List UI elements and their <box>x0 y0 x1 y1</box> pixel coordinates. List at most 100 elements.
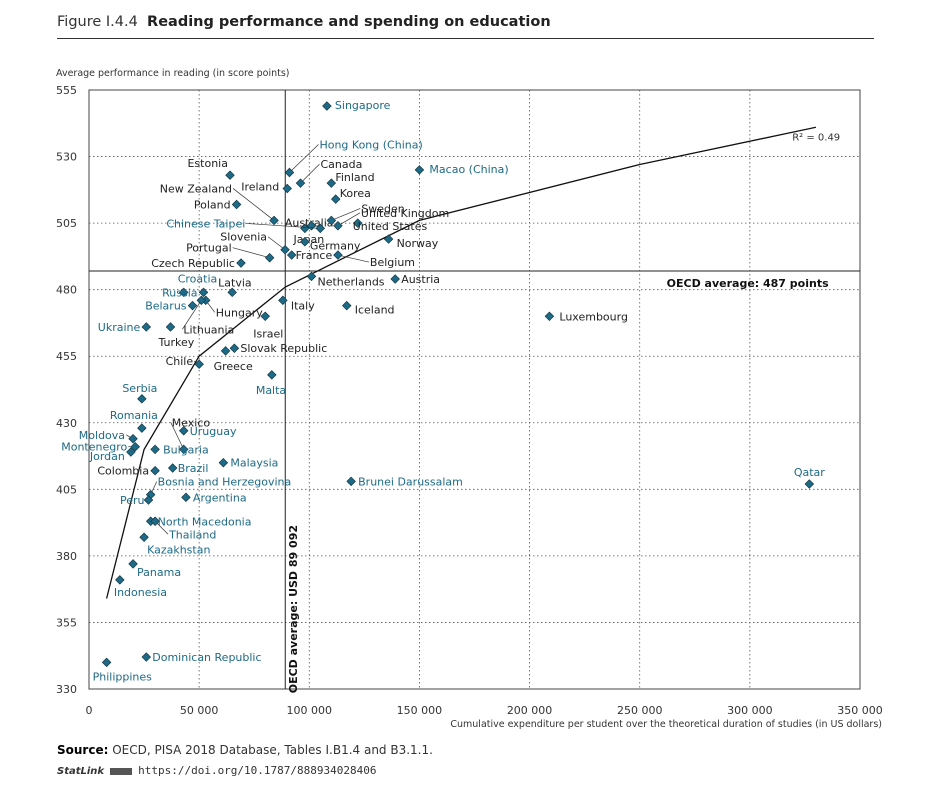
marker-slovenia <box>280 245 290 255</box>
y-tick-label: 480 <box>56 284 77 297</box>
marker-latvia <box>227 287 237 298</box>
label-ireland: Ireland <box>241 181 279 194</box>
label-bulgaria: Bulgaria <box>163 443 209 456</box>
label-slovak-republic: Slovak Republic <box>240 342 327 355</box>
marker-estonia <box>225 170 235 180</box>
label-israel: Israel <box>253 327 283 340</box>
label-montenegro: Montenegro <box>61 441 127 454</box>
x-axis-title: Cumulative expenditure per student over … <box>450 719 882 730</box>
leader-line-belgium <box>337 254 369 263</box>
marker-netherlands <box>306 271 317 282</box>
marker-france <box>286 250 297 260</box>
marker-uruguay <box>178 426 189 436</box>
label-united-kingdom: United Kingdom <box>361 207 449 220</box>
figure-number: Figure I.4.4 <box>57 14 138 30</box>
y-axis-title: Average performance in reading (in score… <box>56 68 290 79</box>
label-uruguay: Uruguay <box>190 425 237 438</box>
label-belarus: Belarus <box>145 300 187 313</box>
label-malta: Malta <box>256 384 286 397</box>
marker-panama <box>128 559 138 569</box>
y-tick-label: 455 <box>56 350 77 363</box>
leader-line-sweden <box>331 208 361 221</box>
label-panama: Panama <box>137 566 181 579</box>
marker-czech-republic <box>236 258 246 268</box>
label-moldova: Moldova <box>79 429 125 442</box>
y-tick-label: 355 <box>56 616 77 629</box>
label-mexico: Mexico <box>172 416 211 429</box>
label-turkey: Turkey <box>158 336 195 349</box>
marker-portugal <box>264 252 275 263</box>
label-japan: Japan <box>292 233 324 246</box>
label-new-zealand: New Zealand <box>160 182 232 195</box>
label-kazakhstan: Kazakhstan <box>147 543 210 556</box>
leader-line-new-zealand <box>232 188 275 221</box>
label-italy: Italy <box>291 299 315 312</box>
y-tick-label: 430 <box>56 417 77 430</box>
marker-ukraine <box>141 322 151 332</box>
marker-argentina <box>181 492 191 503</box>
marker-serbia <box>137 394 147 404</box>
marker-jordan <box>126 447 136 457</box>
label-romania: Romania <box>110 409 158 422</box>
marker-brazil <box>167 463 178 473</box>
marker-indonesia <box>115 575 125 585</box>
x-tick-label: 150 000 <box>397 704 443 717</box>
label-serbia: Serbia <box>122 382 157 395</box>
marker-belgium <box>333 250 343 260</box>
marker-greece <box>220 346 231 356</box>
marker-finland <box>326 178 337 188</box>
label-germany: Germany <box>310 240 361 253</box>
marker-macao-china <box>414 165 425 175</box>
statlink-icon <box>110 767 133 775</box>
label-canada: Canada <box>320 158 362 171</box>
figure-title: Reading performance and spending on educ… <box>147 14 551 30</box>
y-tick-label: 380 <box>56 550 77 563</box>
marker-croatia <box>178 287 189 298</box>
y-tick-label: 330 <box>56 683 77 696</box>
marker-israel <box>260 311 270 322</box>
label-czech-republic: Czech Republic <box>151 257 235 270</box>
marker-norway <box>383 234 394 244</box>
source-label: Source: <box>57 743 109 757</box>
oecd-average-x-label: OECD average: USD 89 092 <box>287 525 300 693</box>
label-peru: Peru <box>120 494 145 507</box>
label-united-states: United States <box>353 220 428 233</box>
label-argentina: Argentina <box>193 491 247 504</box>
label-hungary: Hungary <box>216 306 263 319</box>
marker-lithuania <box>196 295 207 306</box>
marker-united-kingdom <box>333 221 343 231</box>
marker-turkey <box>165 322 176 332</box>
marker-montenegro <box>130 442 140 452</box>
label-korea: Korea <box>340 187 371 200</box>
oecd-average-y-label: OECD average: 487 points <box>667 277 829 290</box>
label-indonesia: Indonesia <box>114 586 167 599</box>
label-latvia: Latvia <box>218 276 252 289</box>
label-north-macedonia: North Macedonia <box>158 515 252 528</box>
y-tick-label: 555 <box>56 84 77 97</box>
statlink-url[interactable]: https://doi.org/10.1787/888934028406 <box>138 764 377 777</box>
marker-united-states <box>353 218 363 228</box>
marker-hong-kong-china <box>284 167 295 178</box>
marker-mexico <box>178 444 189 455</box>
marker-austria <box>390 274 400 284</box>
trend-line <box>105 126 817 599</box>
marker-ireland <box>282 183 292 194</box>
label-lithuania: Lithuania <box>183 323 234 336</box>
marker-colombia <box>150 465 160 476</box>
marker-sweden <box>326 215 337 226</box>
leader-line-hong-kong-china <box>289 144 319 173</box>
x-tick-label: 300 000 <box>727 704 773 717</box>
x-tick-label: 250 000 <box>617 704 663 717</box>
leader-line-mexico <box>170 422 185 450</box>
r-squared-label: R² = 0.49 <box>792 133 840 144</box>
label-dominican-republic: Dominican Republic <box>152 651 261 664</box>
label-singapore: Singapore <box>335 99 391 112</box>
marker-romania <box>137 423 147 433</box>
leader-line-united-kingdom <box>337 212 361 227</box>
x-tick-label: 0 <box>86 704 93 717</box>
label-sweden: Sweden <box>361 202 404 215</box>
label-philippines: Philippines <box>93 670 153 683</box>
label-slovenia: Slovenia <box>220 231 267 244</box>
marker-poland <box>231 199 242 210</box>
